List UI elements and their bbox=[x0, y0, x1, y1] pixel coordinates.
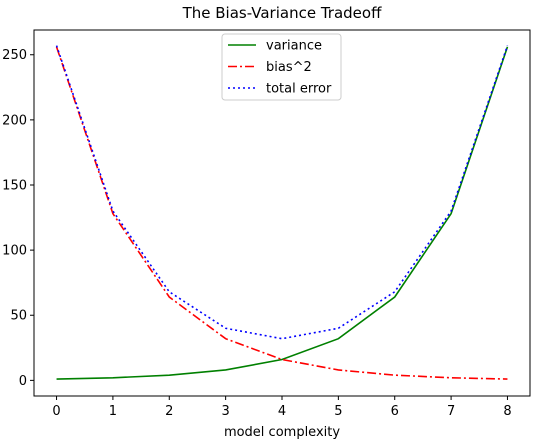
series-line-1 bbox=[55, 46, 508, 380]
legend-label-0: variance bbox=[266, 39, 322, 54]
y-tick-label: 200 bbox=[2, 113, 27, 128]
x-tick-label: 8 bbox=[503, 404, 511, 419]
legend-box bbox=[221, 33, 342, 101]
y-tick-label: 0 bbox=[19, 374, 27, 389]
x-tick-label: 7 bbox=[447, 404, 455, 419]
x-tick-label: 5 bbox=[334, 404, 342, 419]
x-axis-ticks: 0 1 2 3 4 5 6 7 8 bbox=[52, 396, 512, 419]
x-tick-label: 1 bbox=[109, 404, 117, 419]
legend-label-1: bias^2 bbox=[266, 60, 312, 75]
y-tick-label: 150 bbox=[2, 178, 27, 193]
chart-title: The Bias-Variance Tradeoff bbox=[182, 4, 382, 22]
x-tick-label: 6 bbox=[391, 404, 399, 419]
x-tick-label: 4 bbox=[278, 404, 286, 419]
y-tick-label: 50 bbox=[10, 309, 27, 324]
y-axis-ticks: 0 50 100 150 200 250 bbox=[2, 48, 34, 389]
legend: variance bias^2 total error bbox=[221, 33, 342, 101]
x-tick-label: 2 bbox=[165, 404, 173, 419]
legend-label-2: total error bbox=[266, 82, 332, 97]
x-axis-label: model complexity bbox=[224, 425, 340, 440]
y-tick-label: 250 bbox=[2, 48, 27, 63]
series-layer bbox=[55, 45, 509, 380]
x-tick-label: 3 bbox=[221, 404, 229, 419]
series-line-0 bbox=[56, 46, 509, 380]
y-tick-label: 100 bbox=[2, 244, 27, 259]
x-tick-label: 0 bbox=[52, 404, 60, 419]
